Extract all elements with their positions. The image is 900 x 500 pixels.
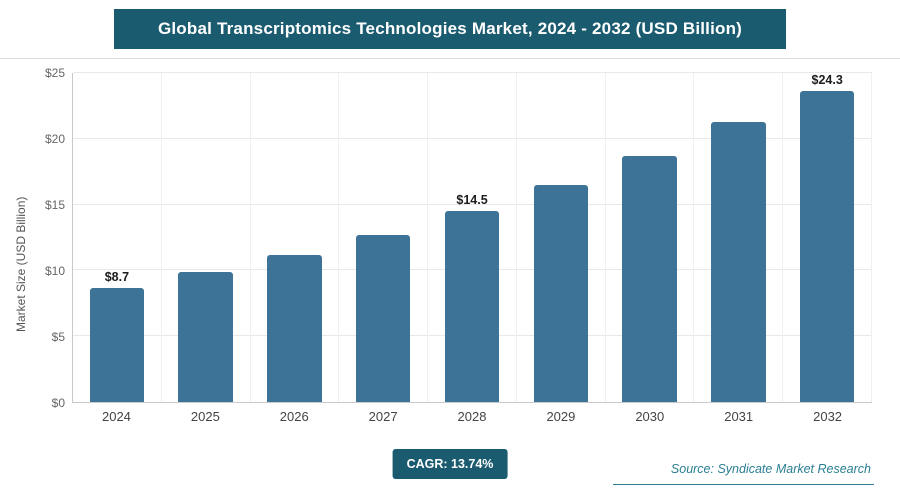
bar-2029[interactable] — [533, 184, 588, 402]
y-axis: $0 $5 $10 $15 $20 $25 — [32, 66, 72, 410]
bar-slot: $14.5 — [428, 73, 517, 402]
bar-value-label: $24.3 — [811, 73, 843, 87]
x-tick-label: 2030 — [635, 408, 665, 424]
cagr-badge: CAGR: 13.74% — [392, 449, 508, 479]
x-tick-label: 2028 — [457, 408, 487, 424]
bar-slot: $24.3 — [783, 73, 873, 402]
y-tick-label: $5 — [51, 330, 65, 344]
x-tick-label: 2032 — [813, 408, 843, 424]
gridline — [73, 203, 872, 205]
bar-series: $8.7 $14.5 $24.3 — [73, 73, 873, 402]
bar-2027[interactable] — [356, 234, 411, 402]
bar-2032[interactable] — [799, 91, 855, 402]
y-tick-label: $0 — [51, 396, 65, 410]
bar-slot — [162, 73, 251, 402]
bar-slot — [251, 73, 340, 402]
bar-slot — [339, 73, 429, 402]
y-tick-label: $25 — [44, 66, 65, 80]
bar-2025[interactable] — [178, 271, 233, 402]
y-axis-title: Market Size (USD Billion) — [14, 196, 28, 332]
x-tick-label: 2026 — [279, 408, 309, 424]
gridline — [73, 72, 872, 73]
chart-area: Market Size (USD Billion) $0 $5 $10 $15 $20 $… — [14, 66, 873, 429]
bar-2030[interactable] — [622, 155, 677, 402]
chart-title: Global Transcriptomics Technologies Mark… — [157, 19, 743, 38]
x-tick-label: 2027 — [368, 408, 398, 424]
chart-title-bar: Global Transcriptomics Technologies Mark… — [114, 9, 786, 49]
bar-slot — [517, 73, 606, 402]
bar-slot — [606, 73, 695, 402]
header-divider — [0, 58, 900, 59]
bar-2024[interactable] — [89, 287, 145, 402]
x-tick-label: 2031 — [724, 408, 754, 424]
bar-2031[interactable] — [711, 121, 766, 402]
plot-area: $8.7 $14.5 $24.3 — [72, 72, 873, 403]
bar-value-label: $8.7 — [104, 269, 130, 284]
bar-value-label: $14.5 — [456, 193, 488, 208]
source-attribution: Source: Syndicate Market Research — [612, 462, 874, 485]
bar-slot — [694, 73, 784, 402]
x-tick-label: 2029 — [546, 408, 576, 424]
x-tick-label: 2024 — [101, 408, 131, 424]
x-axis: 2024 2025 2026 2027 2028 2029 2030 2031 2032 — [72, 403, 872, 429]
y-tick-label: $10 — [44, 264, 65, 278]
bar-2028[interactable] — [444, 211, 500, 402]
plot-column: $8.7 $14.5 $24.3 2024 2025 2026 2027 2028 2029 2… — [72, 72, 873, 429]
y-tick-label: $15 — [44, 198, 65, 212]
bar-2026[interactable] — [267, 254, 322, 402]
bar-slot: $8.7 — [73, 73, 162, 402]
x-tick-label: 2025 — [190, 408, 220, 424]
y-tick-label: $20 — [44, 132, 65, 146]
gridline — [73, 137, 872, 139]
